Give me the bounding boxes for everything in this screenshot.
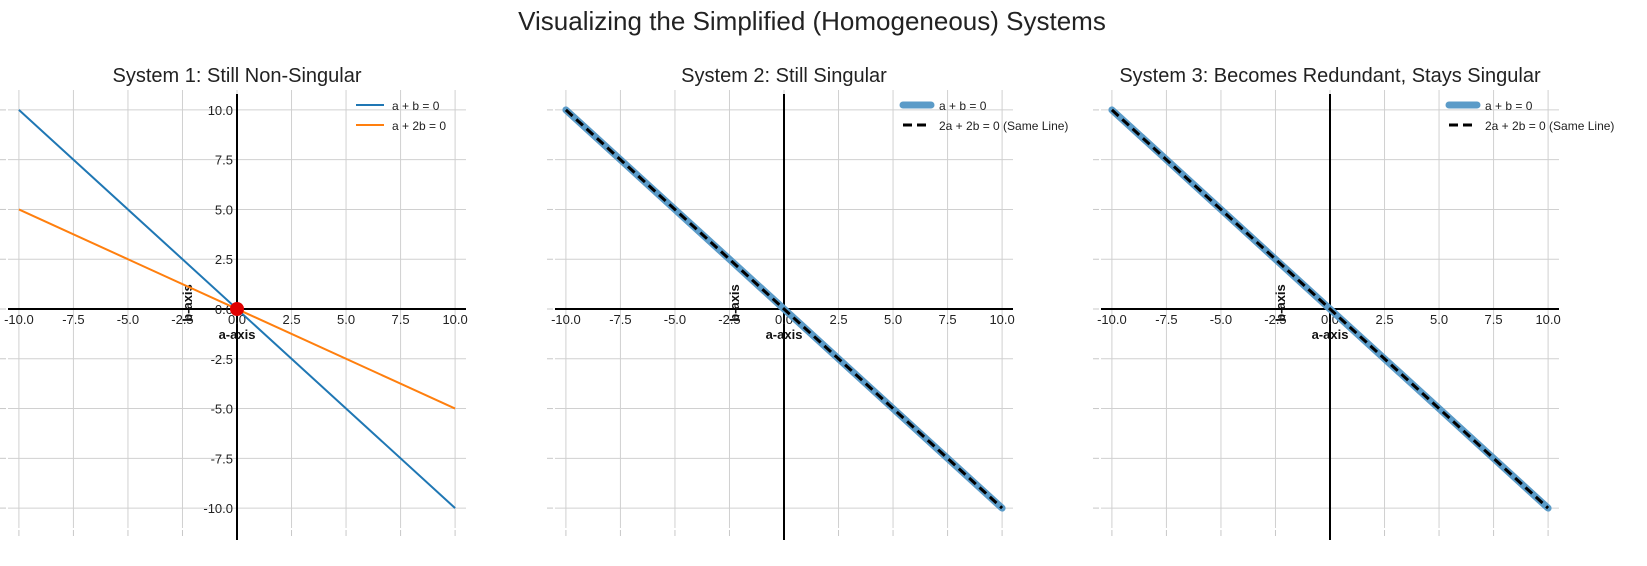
- chart-title: System 2: Still Singular: [681, 65, 887, 87]
- x-tick-label: -5.0: [1210, 312, 1232, 327]
- x-tick-label: -2.5: [1264, 312, 1286, 327]
- y-axis-label: b-axis: [727, 284, 742, 322]
- x-axis-label: a-axis: [766, 327, 803, 342]
- x-tick-label: 7.5: [939, 312, 957, 327]
- y-axis-label: b-axis: [1273, 284, 1288, 322]
- x-tick-label: -5.0: [664, 312, 686, 327]
- legend-label: a + b = 0: [392, 99, 440, 113]
- x-tick-label: 10.0: [1535, 312, 1560, 327]
- x-tick-label: -10.0: [551, 312, 581, 327]
- y-tick-label: -2.5: [211, 352, 233, 367]
- figure-title: Visualizing the Simplified (Homogeneous)…: [518, 6, 1106, 36]
- y-tick-label: 7.5: [215, 153, 233, 168]
- y-tick-label: -5.0: [211, 402, 233, 417]
- chart-title: System 1: Still Non-Singular: [113, 65, 362, 87]
- x-tick-label: 7.5: [1485, 312, 1503, 327]
- y-tick-label: -7.5: [211, 451, 233, 466]
- x-tick-label: -7.5: [1155, 312, 1177, 327]
- x-axis-label: a-axis: [1312, 327, 1349, 342]
- y-tick-label: -10.0: [203, 501, 233, 516]
- series-line-2: [564, 108, 1004, 510]
- x-tick-label: 5.0: [337, 312, 355, 327]
- intersection-point: [230, 302, 244, 316]
- chart-panel-3: System 3: Becomes Redundant, Stays Singu…: [1093, 65, 1614, 540]
- legend-label: 2a + 2b = 0 (Same Line): [1485, 119, 1614, 133]
- series-line-2: [1110, 108, 1550, 510]
- x-tick-label: 7.5: [392, 312, 410, 327]
- legend-label: 2a + 2b = 0 (Same Line): [939, 119, 1068, 133]
- y-tick-label: 5.0: [215, 202, 233, 217]
- legend-label: a + 2b = 0: [392, 119, 446, 133]
- x-tick-label: 2.5: [829, 312, 847, 327]
- x-tick-label: 10.0: [989, 312, 1014, 327]
- chart-panel-1: System 1: Still Non-Singular -10.0 -7.5 -5.…: [0, 65, 468, 540]
- legend-label: a + b = 0: [939, 99, 987, 113]
- chart-panel-2: System 2: Still Singular -10.0 -7.5 -5.0 -2.…: [547, 65, 1068, 540]
- x-axis-label: a-axis: [219, 327, 256, 342]
- x-tick-label: -7.5: [62, 312, 84, 327]
- x-tick-label: 2.5: [1375, 312, 1393, 327]
- x-tick-label: -10.0: [1097, 312, 1127, 327]
- y-axis-label: b-axis: [180, 284, 195, 322]
- y-tick-label: 2.5: [215, 252, 233, 267]
- x-tick-label: 5.0: [884, 312, 902, 327]
- x-tick-label: 2.5: [282, 312, 300, 327]
- x-tick-label: -10.0: [4, 312, 34, 327]
- legend-label: a + b = 0: [1485, 99, 1533, 113]
- x-tick-label: 0.0: [228, 312, 246, 327]
- x-tick-label: -5.0: [117, 312, 139, 327]
- x-tick-label: -2.5: [718, 312, 740, 327]
- chart-title: System 3: Becomes Redundant, Stays Singu…: [1119, 65, 1541, 87]
- y-tick-label: 10.0: [208, 103, 233, 118]
- x-tick-label: -7.5: [609, 312, 631, 327]
- x-tick-label: 5.0: [1430, 312, 1448, 327]
- x-tick-label: 10.0: [442, 312, 467, 327]
- x-tick-label: -2.5: [171, 312, 193, 327]
